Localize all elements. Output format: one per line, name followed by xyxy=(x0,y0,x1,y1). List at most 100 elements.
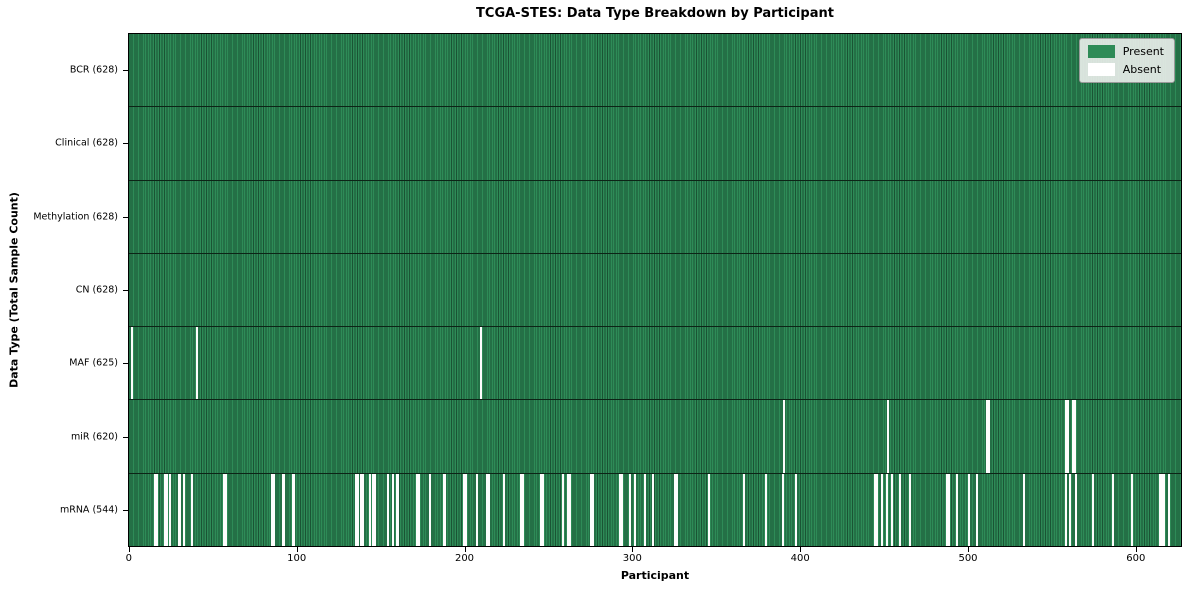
absent-stripe xyxy=(417,473,420,546)
y-tick-mark xyxy=(123,436,128,438)
absent-stripe xyxy=(476,473,479,546)
absent-stripe xyxy=(1092,473,1095,546)
absent-stripe xyxy=(620,473,623,546)
row-bcr xyxy=(129,34,1181,108)
legend: Present Absent xyxy=(1078,38,1175,83)
absent-stripe xyxy=(442,473,445,546)
absent-stripe xyxy=(566,473,569,546)
x-tick-label: 400 xyxy=(790,553,810,564)
legend-label: Absent xyxy=(1122,63,1162,76)
absent-stripe xyxy=(590,473,593,546)
absent-stripe xyxy=(909,473,912,546)
y-axis-label: Data Type (Total Sample Count) xyxy=(7,192,21,388)
x-tick-label: 600 xyxy=(1126,553,1146,564)
absent-stripe xyxy=(880,473,883,546)
absent-stripe xyxy=(887,400,890,473)
absent-stripe xyxy=(1167,473,1170,546)
absent-stripe xyxy=(561,473,564,546)
y-tick-label-bcr: BCR (628) xyxy=(69,64,118,76)
absent-stripe xyxy=(429,473,432,546)
absent-stripe xyxy=(372,473,375,546)
absent-stripe xyxy=(488,473,490,546)
absent-stripe xyxy=(164,473,167,546)
absent-stripe xyxy=(618,473,621,546)
absent-stripe xyxy=(1067,400,1070,473)
y-tick-label-mir: miR (620) xyxy=(70,431,118,443)
x-tick-label: 100 xyxy=(287,553,307,564)
y-tick-label-clinical: Clinical (628) xyxy=(55,137,118,149)
absent-stripe xyxy=(1068,473,1071,546)
absent-stripe xyxy=(154,473,156,546)
absent-stripe xyxy=(976,473,979,546)
absent-stripe xyxy=(634,473,637,546)
absent-stripe xyxy=(947,473,950,546)
x-tick-mark xyxy=(296,547,298,552)
y-tick-label-cn: CN (628) xyxy=(75,284,118,296)
absent-stripe xyxy=(360,473,363,546)
y-tick-mark xyxy=(123,290,128,291)
absent-stripe xyxy=(373,473,376,546)
absent-stripe xyxy=(541,473,544,546)
absent-stripe xyxy=(355,473,358,546)
absent-stripe xyxy=(479,327,482,400)
absent-stripe xyxy=(179,473,182,546)
absent-stripe xyxy=(1072,400,1075,473)
y-tick-mark xyxy=(123,510,128,512)
absent-stripe xyxy=(155,473,158,546)
absent-stripe xyxy=(968,473,970,546)
y-tick-label-methylation: Methylation (628) xyxy=(33,211,118,223)
plot-area xyxy=(128,33,1182,547)
x-tick-mark xyxy=(800,547,802,552)
absent-stripe xyxy=(1023,473,1026,546)
absent-stripe xyxy=(293,473,296,546)
absent-stripe xyxy=(224,473,227,546)
absent-stripe xyxy=(273,473,276,546)
absent-stripe xyxy=(783,400,786,473)
chart-title: TCGA-STES: Data Type Breakdown by Partic… xyxy=(476,6,834,21)
absent-stripe xyxy=(503,473,506,546)
absent-stripe xyxy=(387,473,390,546)
absent-stripe xyxy=(874,473,877,546)
absent-stripe xyxy=(222,473,225,546)
absent-stripe xyxy=(486,473,489,546)
absent-stripe xyxy=(628,473,631,546)
absent-stripe xyxy=(395,473,398,546)
absent-stripe xyxy=(392,473,395,546)
absent-stripe xyxy=(169,473,172,546)
x-tick-label: 0 xyxy=(125,553,133,564)
absent-stripe xyxy=(795,473,798,546)
absent-stripe xyxy=(190,473,193,546)
y-tick-mark xyxy=(123,363,128,365)
absent-stripe xyxy=(1112,473,1115,546)
x-tick-mark xyxy=(1135,547,1137,552)
absent-stripe xyxy=(1075,473,1078,546)
x-tick-mark xyxy=(464,547,466,552)
absent-stripe xyxy=(781,473,784,546)
row-methylation xyxy=(129,180,1181,254)
absent-stripe xyxy=(177,473,180,546)
absent-stripe xyxy=(946,473,949,546)
absent-stripe xyxy=(644,473,647,546)
absent-stripe xyxy=(271,473,274,546)
absent-stripe xyxy=(764,473,767,546)
absent-stripe xyxy=(464,473,467,546)
absent-stripe xyxy=(899,473,902,546)
row-clinical xyxy=(129,107,1181,181)
x-tick-mark xyxy=(632,547,634,552)
absent-stripe xyxy=(743,473,746,546)
row-mrna xyxy=(129,473,1181,546)
absent-stripe xyxy=(652,473,655,546)
absent-stripe xyxy=(165,473,168,546)
absent-stripe xyxy=(988,400,991,473)
absent-stripe xyxy=(357,473,360,546)
absent-stripe xyxy=(707,473,710,546)
absent-stripe xyxy=(362,473,365,546)
absent-stripe xyxy=(890,473,893,546)
y-tick-mark xyxy=(123,143,128,145)
absent-stripe xyxy=(1159,473,1162,546)
x-tick-label: 500 xyxy=(958,553,978,564)
absent-stripe xyxy=(1162,473,1165,546)
absent-stripe xyxy=(1130,473,1133,546)
absent-stripe xyxy=(1161,473,1164,546)
